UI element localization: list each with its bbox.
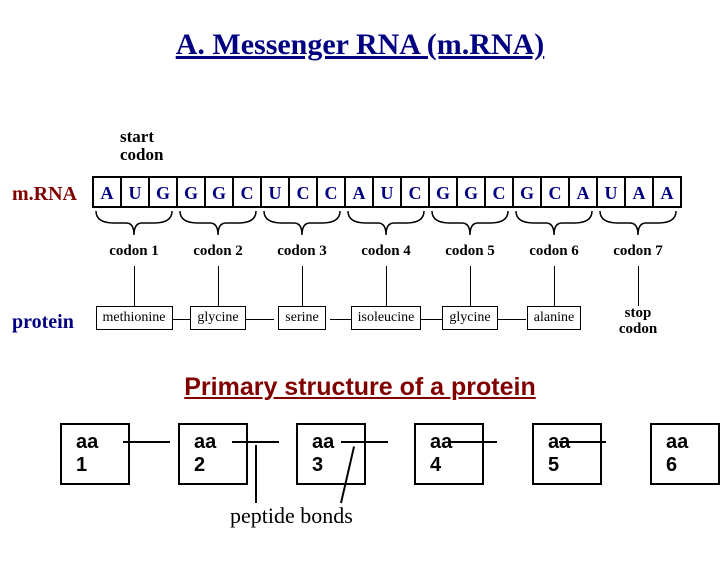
codon-label: codon 2 bbox=[176, 243, 260, 260]
stop-codon-label: stopcodon bbox=[596, 306, 680, 338]
codon-labels-row: codon 1codon 2codon 3codon 4codon 5codon… bbox=[92, 243, 680, 260]
mrna-base: G bbox=[149, 177, 177, 207]
codon-brace bbox=[344, 209, 428, 243]
codon-amino-connector bbox=[344, 266, 428, 306]
aa-connector bbox=[341, 441, 388, 443]
peptide-bonds-label: peptide bonds bbox=[230, 503, 353, 529]
codon-label: codon 7 bbox=[596, 243, 680, 260]
amino-acid-cell: methionine bbox=[92, 306, 176, 338]
peptide-bond-pointer bbox=[255, 445, 257, 503]
aa-box: aa 6 bbox=[650, 423, 720, 485]
mrna-base: A bbox=[569, 177, 597, 207]
amino-acid-box: glycine bbox=[190, 306, 245, 330]
aa-box: aa 4 bbox=[414, 423, 484, 485]
mrna-row-label: m.RNA bbox=[12, 183, 77, 206]
amino-acid-box: glycine bbox=[442, 306, 497, 330]
aa-box-row: aa 1 aa 2 aa 3 aa 4 aa 5 aa 6 bbox=[60, 423, 720, 485]
mrna-strip: AUGGGCUCCAUCGGCGCAUAA bbox=[92, 176, 682, 208]
mrna-base: C bbox=[233, 177, 261, 207]
codon-amino-connector bbox=[260, 266, 344, 306]
amino-acid-cell: isoleucine bbox=[344, 306, 428, 338]
aa-box: aa 5 bbox=[532, 423, 602, 485]
start-codon-label: startcodon bbox=[120, 128, 163, 164]
amino-acid-row: methionine glycine serine isoleucine glycine… bbox=[92, 306, 680, 338]
mrna-base: A bbox=[345, 177, 373, 207]
codon-amino-connector bbox=[596, 266, 680, 306]
codon-brace bbox=[176, 209, 260, 243]
codon-label: codon 4 bbox=[344, 243, 428, 260]
codon-label: codon 1 bbox=[92, 243, 176, 260]
mrna-base: C bbox=[401, 177, 429, 207]
mrna-base: C bbox=[541, 177, 569, 207]
codon-label: codon 6 bbox=[512, 243, 596, 260]
aa-box: aa 2 bbox=[178, 423, 248, 485]
mrna-base: A bbox=[653, 177, 681, 207]
primary-structure-title: Primary structure of a protein bbox=[0, 373, 720, 402]
mrna-base: C bbox=[317, 177, 345, 207]
aa-connector bbox=[559, 441, 606, 443]
amino-acid-cell: serine bbox=[260, 306, 344, 338]
mrna-base: G bbox=[457, 177, 485, 207]
amino-acid-box: serine bbox=[278, 306, 325, 330]
mrna-base: U bbox=[121, 177, 149, 207]
codon-brace bbox=[260, 209, 344, 243]
protein-row-label: protein bbox=[12, 311, 74, 334]
mrna-base: A bbox=[93, 177, 121, 207]
aa-box: aa 1 bbox=[60, 423, 130, 485]
amino-acid-cell: alanine bbox=[512, 306, 596, 338]
codon-brace bbox=[512, 209, 596, 243]
codon-amino-connector bbox=[92, 266, 176, 306]
mrna-base: C bbox=[289, 177, 317, 207]
codon-amino-connector bbox=[176, 266, 260, 306]
amino-acid-box: alanine bbox=[527, 306, 581, 330]
mrna-base: G bbox=[177, 177, 205, 207]
amino-acid-cell: glycine bbox=[428, 306, 512, 338]
mrna-base: C bbox=[485, 177, 513, 207]
mrna-base: G bbox=[429, 177, 457, 207]
mrna-base: A bbox=[625, 177, 653, 207]
mrna-base: G bbox=[513, 177, 541, 207]
codon-amino-connector bbox=[428, 266, 512, 306]
aa-connector bbox=[232, 441, 279, 443]
codon-brace bbox=[428, 209, 512, 243]
codon-amino-connector bbox=[512, 266, 596, 306]
codon-to-amino-connectors bbox=[92, 266, 680, 306]
mrna-base: U bbox=[597, 177, 625, 207]
mrna-base: U bbox=[261, 177, 289, 207]
amino-acid-cell: glycine bbox=[176, 306, 260, 338]
aa-connector bbox=[450, 441, 497, 443]
page-title: A. Messenger RNA (m.RNA) bbox=[0, 28, 720, 62]
amino-acid-box: isoleucine bbox=[351, 306, 422, 330]
mrna-base: U bbox=[373, 177, 401, 207]
aa-connector bbox=[123, 441, 170, 443]
codon-label: codon 5 bbox=[428, 243, 512, 260]
amino-acid-box: methionine bbox=[96, 306, 173, 330]
aa-box: aa 3 bbox=[296, 423, 366, 485]
codon-brace bbox=[596, 209, 680, 243]
mrna-base: G bbox=[205, 177, 233, 207]
brace-row bbox=[92, 209, 680, 243]
codon-brace bbox=[92, 209, 176, 243]
codon-label: codon 3 bbox=[260, 243, 344, 260]
stop-codon-cell: stopcodon bbox=[596, 306, 680, 338]
